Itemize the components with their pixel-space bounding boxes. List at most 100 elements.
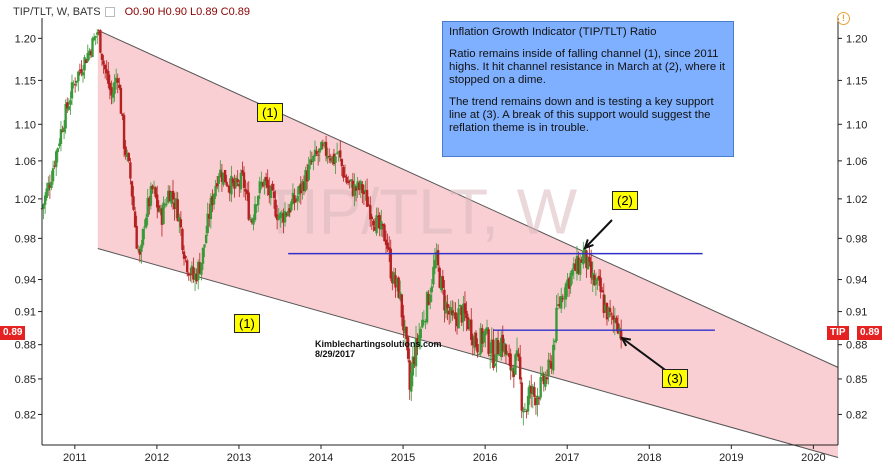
candle-body (533, 387, 536, 397)
candle-body (69, 100, 72, 105)
candle-body (168, 190, 172, 202)
y-tick-label-right: 1.06 (846, 156, 867, 168)
candle-body (53, 165, 56, 167)
candle-body (51, 168, 55, 182)
candle-body (61, 130, 64, 132)
candle-body (608, 308, 612, 312)
candle-body (430, 286, 433, 293)
x-tick-label: 2015 (391, 452, 415, 464)
candle-body (94, 35, 97, 38)
x-tick-label: 2011 (63, 452, 87, 464)
candle-body (241, 170, 244, 174)
candle-body (189, 273, 192, 275)
candle-body (395, 278, 399, 286)
watermark: TIP/TLT, W (262, 175, 578, 247)
candle-body (601, 290, 604, 293)
candle-body (236, 179, 239, 183)
candle-body (525, 411, 528, 413)
candle-body (433, 260, 437, 269)
ohlc-values: O0.90 H0.90 L0.89 C0.89 (124, 6, 250, 18)
candle-body (447, 310, 451, 315)
candle-body (361, 183, 364, 194)
candle-body (179, 219, 183, 228)
candle-body (84, 59, 88, 64)
candle-body (421, 319, 424, 328)
y-tick-label-left: 1.20 (15, 33, 36, 45)
candle-body (481, 328, 484, 344)
candle-body (223, 170, 227, 183)
candle-body (293, 195, 296, 203)
candle-body (389, 248, 392, 279)
candle-body (455, 317, 459, 327)
candle-body (411, 356, 415, 376)
candle-body (239, 172, 243, 190)
label-resistance: (2) (612, 191, 638, 210)
candle-body (394, 275, 397, 288)
candle-body (97, 31, 101, 33)
candle-body (504, 344, 508, 355)
candle-body (383, 224, 386, 242)
candle-body (269, 186, 273, 198)
candle-body (234, 177, 238, 187)
candle-body (367, 204, 370, 206)
candle-body (307, 164, 310, 181)
candle-body (506, 354, 509, 356)
candle-body (501, 334, 505, 352)
candle-body (62, 127, 66, 132)
candle-body (187, 273, 190, 276)
candle-body (99, 30, 102, 53)
channel-fill (97, 30, 838, 458)
candle-body (387, 247, 391, 251)
candle-body (536, 395, 539, 405)
annotation-paragraph-2: The trend remains down and is testing a … (449, 96, 714, 134)
alert-icon[interactable]: ! (837, 12, 850, 25)
candle-body (59, 129, 63, 144)
candle-body (83, 57, 86, 71)
candle-body (149, 186, 153, 206)
price-tag-right: 0.89 (857, 326, 883, 340)
y-tick-label-right: 0.98 (846, 233, 867, 245)
candle-body (127, 153, 130, 162)
candle-body (231, 178, 235, 183)
settings-icon[interactable] (104, 7, 115, 18)
candle-body (70, 82, 74, 99)
candle-body (274, 199, 277, 217)
candle-body (200, 262, 203, 275)
candle-body (222, 172, 225, 185)
candle-body (427, 294, 430, 305)
candle-body (339, 150, 342, 158)
x-tick-label: 2020 (801, 452, 825, 464)
candle-body (215, 183, 219, 187)
candle-body (43, 195, 47, 205)
candle-body (449, 307, 452, 314)
candle-body (561, 298, 564, 300)
candle-body (612, 315, 615, 320)
candle-body (422, 321, 426, 323)
candle-body (429, 294, 432, 303)
candle-body (163, 204, 167, 206)
candle-body (607, 307, 610, 318)
candle-body (353, 184, 356, 196)
candle-body (160, 208, 164, 225)
candle-body (487, 329, 490, 354)
candle-body (591, 273, 594, 280)
candle-body (113, 81, 116, 94)
candle-body (515, 350, 519, 356)
candle-body (279, 213, 282, 219)
candle-body (476, 344, 479, 353)
candle-body (523, 408, 527, 410)
candle-body (454, 312, 457, 320)
candle-body (80, 69, 83, 74)
candle-body (58, 143, 61, 147)
candle-body (114, 77, 118, 83)
candle-body (138, 249, 142, 255)
candle-body (384, 239, 388, 245)
candle-body (132, 196, 135, 210)
candle-body (78, 69, 82, 71)
candle-body (162, 202, 165, 225)
candle-body (479, 327, 482, 354)
candle-body (405, 326, 408, 339)
candle-body (233, 181, 236, 189)
candle-body (376, 216, 380, 218)
candle-body (48, 185, 52, 188)
